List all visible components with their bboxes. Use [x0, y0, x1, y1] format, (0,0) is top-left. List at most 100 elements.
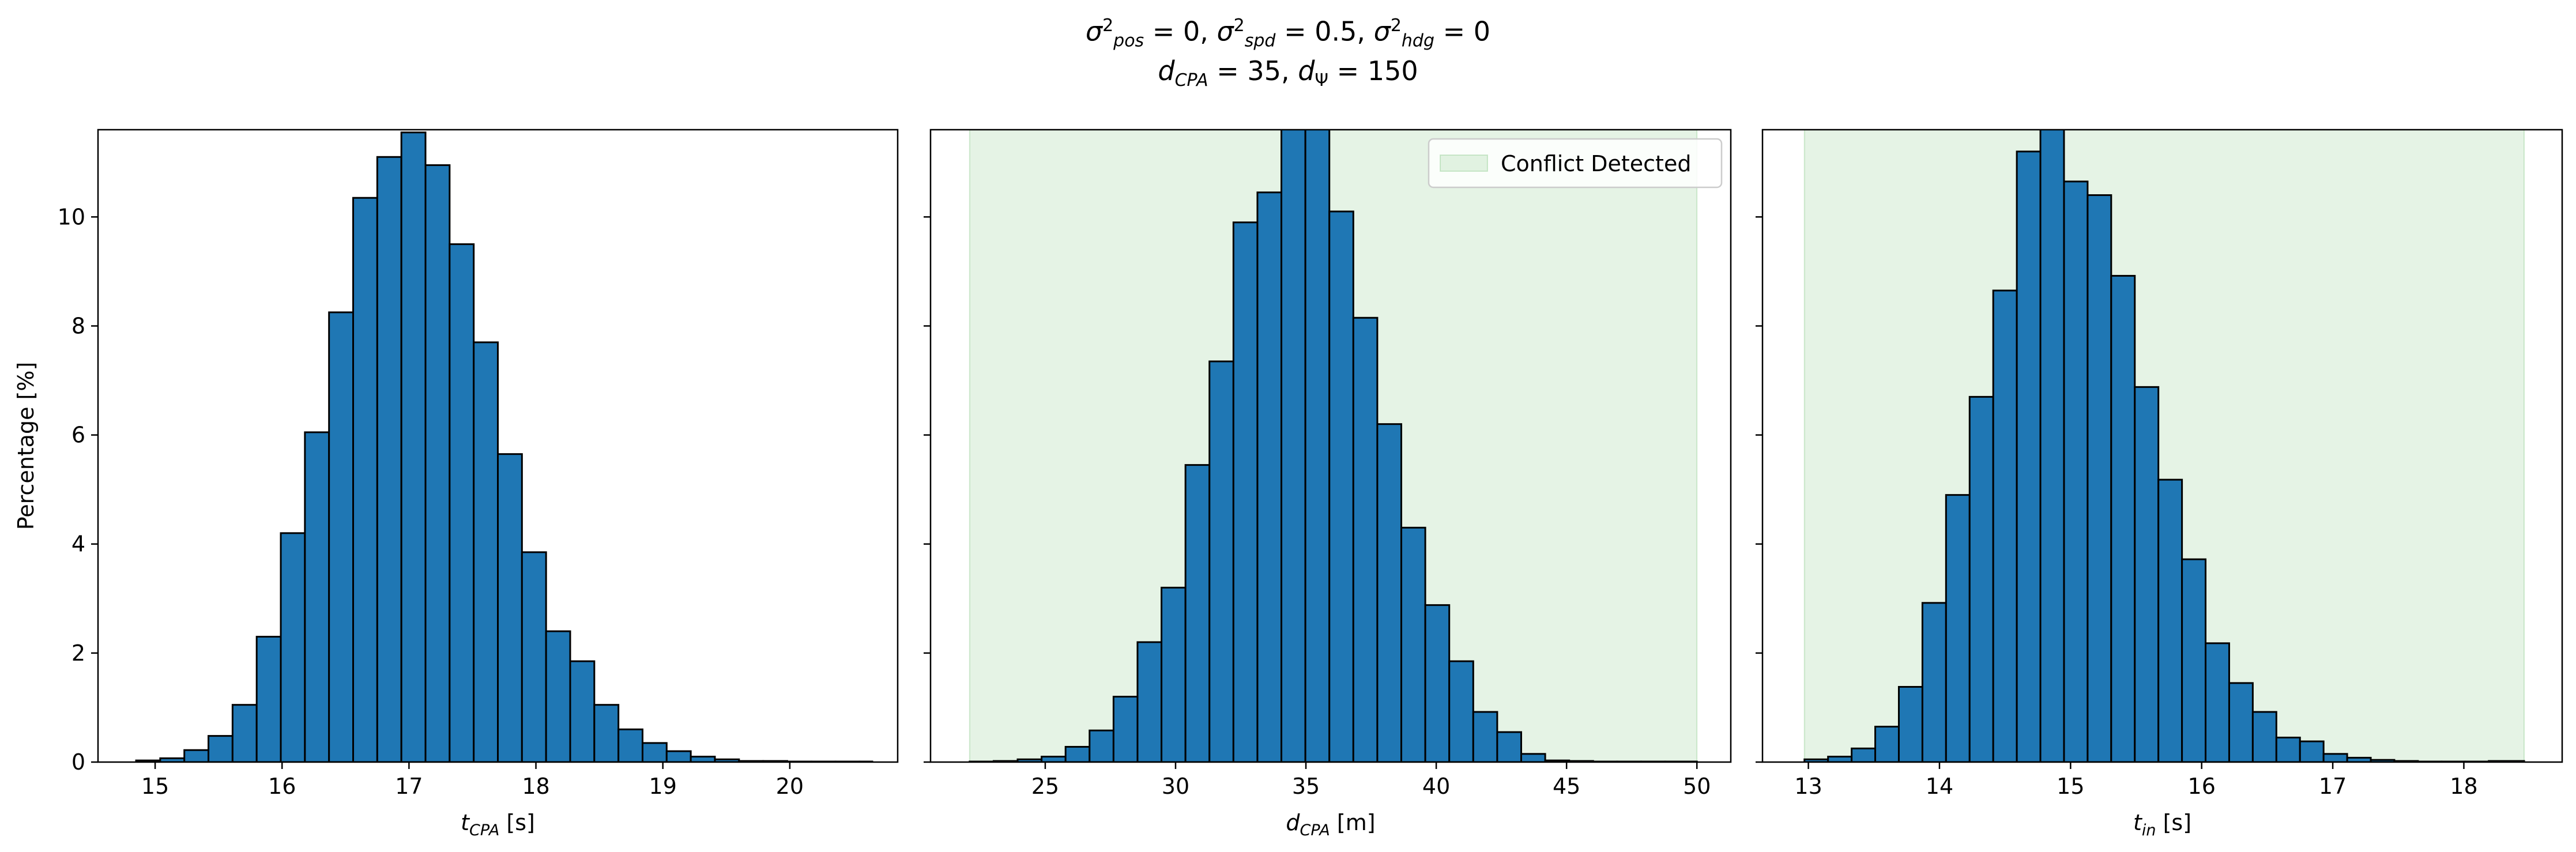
histogram-bar — [473, 341, 499, 762]
histogram-bar — [2322, 753, 2348, 762]
histogram-bar — [2063, 180, 2089, 762]
axes-frame — [929, 129, 1732, 763]
histogram-bar — [1992, 289, 2018, 762]
histogram-bar — [2039, 130, 2065, 762]
figure-suptitle-line1: σ2pos = 0, σ2spd = 0.5, σ2hdg = 0 — [0, 17, 2576, 50]
histogram-bar — [1424, 604, 1451, 762]
x-tick-label: 50 — [1683, 774, 1711, 799]
histogram-bar — [617, 728, 643, 762]
x-tick-label: 45 — [1553, 774, 1580, 799]
x-tick-label: 14 — [1926, 774, 1953, 799]
histogram-bar — [1328, 210, 1354, 762]
legend-swatch-conflict — [1440, 154, 1488, 172]
histogram-bar — [641, 742, 668, 762]
y-tick-label: 10 — [58, 204, 85, 229]
histogram-bar — [255, 635, 282, 762]
y-tick-label: 0 — [71, 749, 85, 775]
x-tick-label: 16 — [2188, 774, 2216, 799]
sigma-symbol: σ — [1085, 16, 1103, 47]
plot-area — [1803, 130, 2525, 762]
figure-suptitle-line2: dCPA = 35, dΨ = 150 — [0, 58, 2576, 89]
histogram-bar — [1968, 395, 1994, 762]
histogram-bar — [231, 704, 258, 762]
pos-subscript: pos — [1113, 31, 1144, 51]
histogram-bar — [1851, 747, 1877, 762]
histogram-bar — [1921, 602, 1947, 762]
histogram-bar — [2016, 150, 2042, 762]
x-axis-label-main: d — [1286, 810, 1300, 835]
d-symbol: d — [1158, 55, 1175, 86]
hdg-value: = 0 — [1434, 16, 1491, 47]
histogram-bar — [1281, 130, 1306, 762]
histogram-bar — [1304, 130, 1331, 762]
histogram-bar — [352, 197, 378, 762]
x-axis-label: tCPA [s] — [461, 810, 535, 839]
histogram-bar — [1208, 360, 1234, 762]
histogram-bar — [1136, 641, 1163, 762]
histogram-bar — [1232, 221, 1259, 762]
x-axis-label: tin [s] — [2133, 810, 2191, 839]
squared-exponent: 2 — [1390, 16, 1402, 36]
histogram-bar — [1897, 685, 1923, 762]
histogram-bar — [1041, 756, 1067, 762]
histogram-bar — [1161, 586, 1187, 762]
legend-label-conflict-detected: Conflict Detected — [1501, 151, 1691, 176]
histogram-bar — [665, 750, 692, 762]
axes-frame — [1761, 129, 2563, 763]
psi-subscript: Ψ — [1315, 70, 1329, 91]
x-axis-label-subscript: in — [2142, 821, 2156, 839]
histogram-bar — [2110, 274, 2136, 762]
x-tick-label: 18 — [522, 774, 549, 799]
histogram-bar — [2251, 711, 2277, 762]
x-axis-label: dCPA [m] — [1286, 810, 1375, 839]
x-axis-label-unit: [s] — [499, 810, 535, 835]
legend: Conflict Detected — [1428, 138, 1723, 189]
x-tick-label: 17 — [2319, 774, 2347, 799]
histogram-bar — [1945, 494, 1971, 762]
y-tick-label: 6 — [71, 423, 85, 448]
histogram-bar — [690, 756, 716, 762]
spd-subscript: spd — [1244, 31, 1276, 51]
sigma-symbol: σ — [1217, 16, 1234, 47]
histogram-bar — [2087, 194, 2112, 762]
x-tick-label: 19 — [649, 774, 677, 799]
x-tick-label: 16 — [268, 774, 296, 799]
x-axis-label-main: t — [461, 810, 470, 835]
x-tick-label: 15 — [2057, 774, 2084, 799]
histogram-bar — [1827, 756, 1853, 762]
histogram-bar — [400, 131, 427, 762]
x-tick-label: 40 — [1422, 774, 1450, 799]
histogram-bar — [569, 660, 596, 762]
histogram-bar — [449, 243, 475, 762]
x-tick-label: 18 — [2450, 774, 2477, 799]
x-tick-label: 35 — [1292, 774, 1320, 799]
x-tick-label: 30 — [1162, 774, 1189, 799]
histogram-bar — [424, 164, 451, 762]
hdg-subscript: hdg — [1401, 31, 1435, 51]
histogram-bar — [1184, 464, 1211, 762]
x-axis-label-main: t — [2133, 810, 2143, 835]
x-tick-label: 25 — [1031, 774, 1059, 799]
histogram-bar — [1089, 729, 1114, 762]
d-symbol: d — [1298, 55, 1315, 86]
y-tick-label: 8 — [71, 313, 85, 338]
histogram-bar — [2181, 558, 2207, 762]
y-axis-label: Percentage [%] — [13, 362, 39, 530]
axes-frame — [97, 129, 899, 763]
y-tick-label: 4 — [71, 531, 85, 557]
x-axis-label-unit: [m] — [1330, 810, 1376, 835]
squared-exponent: 2 — [1233, 16, 1245, 36]
x-axis-label-subscript: CPA — [1300, 821, 1330, 839]
histogram-bar — [1400, 526, 1426, 762]
y-tick-label: 2 — [71, 640, 85, 666]
histogram-bar — [1376, 423, 1403, 762]
sigma-symbol: σ — [1373, 16, 1391, 47]
histogram-bar — [2228, 682, 2254, 762]
histogram-bar — [545, 630, 571, 762]
histogram-panel-3: 13 14 15 16 17 18 tin [s] — [1756, 129, 2563, 839]
histogram-bar — [183, 749, 210, 762]
x-axis-label-subscript: CPA — [469, 821, 499, 839]
histogram-bar — [1112, 696, 1139, 762]
legend-box — [1428, 138, 1723, 189]
